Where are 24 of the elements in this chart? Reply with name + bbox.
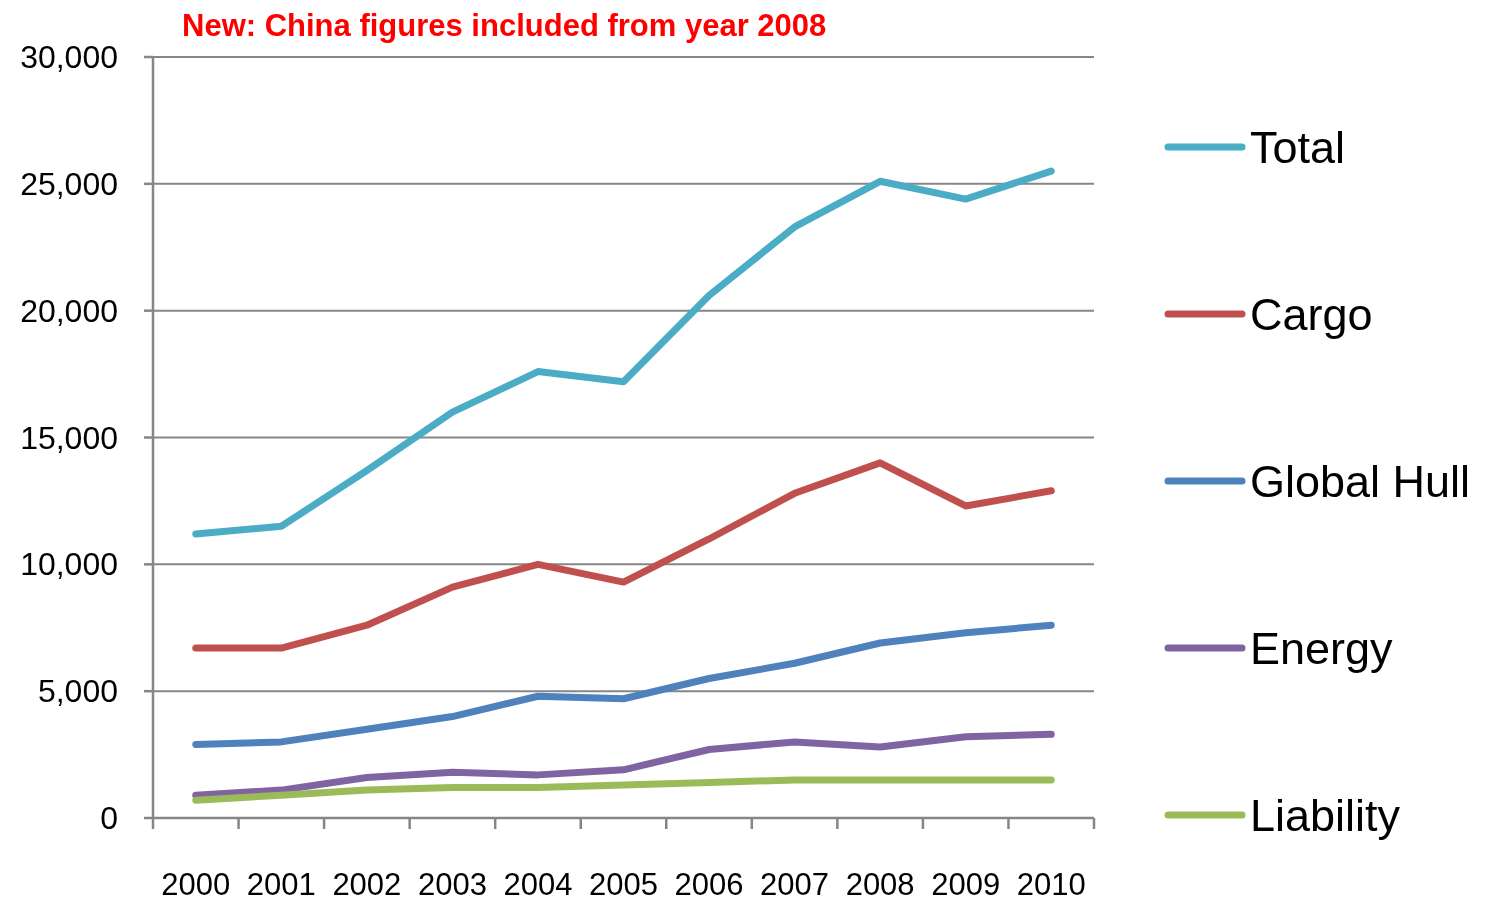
x-tick-label: 2000: [161, 867, 231, 900]
y-tick-label: 15,000: [20, 419, 118, 456]
y-tick-label: 0: [100, 800, 118, 836]
x-tick-label: 2008: [845, 867, 915, 900]
legend-label: Liability: [1250, 789, 1401, 841]
legend-label: Global Hull: [1250, 455, 1471, 507]
legend-label: Energy: [1250, 622, 1394, 674]
y-tick-label: 5,000: [37, 673, 118, 710]
y-tick-label: 10,000: [20, 546, 118, 583]
legend-label: Cargo: [1250, 288, 1373, 340]
y-tick-label: 20,000: [20, 292, 118, 329]
x-tick-label: 2005: [589, 867, 658, 900]
x-tick-label: 2002: [332, 867, 402, 900]
x-tick-label: 2007: [760, 867, 830, 900]
x-tick-label: 2006: [674, 867, 744, 900]
chart-title: New: China figures included from year 2008: [182, 8, 827, 43]
x-tick-label: 2003: [417, 867, 487, 900]
y-tick-label: 30,000: [20, 39, 118, 75]
y-tick-label: 25,000: [20, 165, 118, 202]
x-tick-label: 2010: [1016, 867, 1086, 900]
x-tick-label: 2001: [246, 867, 316, 900]
legend-label: Total: [1250, 121, 1346, 173]
x-tick-label: 2009: [931, 867, 1001, 900]
x-tick-label: 2004: [503, 867, 573, 900]
